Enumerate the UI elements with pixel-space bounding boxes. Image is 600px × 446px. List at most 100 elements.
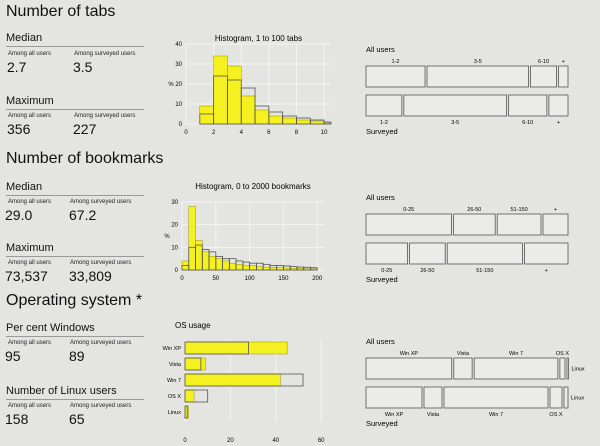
share-segment-label: Win 7 — [509, 351, 523, 357]
bar-all-users — [188, 206, 196, 271]
bar-all-users — [184, 405, 189, 419]
share-segment-label: 6-10 — [538, 59, 549, 65]
x-tick-label: 0 — [184, 130, 188, 136]
share-segment-all — [426, 65, 529, 88]
share-segment-all — [365, 357, 453, 380]
bar-all-users — [256, 266, 264, 271]
bar-surveyed — [323, 121, 332, 125]
share-segment-label: 3-5 — [474, 59, 482, 65]
os-windows-all-value: 95 — [5, 348, 21, 364]
bar-all-users — [227, 65, 242, 125]
section-title-bookmarks: Number of bookmarks — [6, 150, 164, 167]
share-bottom-label: Surveyed — [366, 127, 398, 136]
x-tick-label: 50 — [212, 276, 219, 282]
share-segment-surveyed — [365, 94, 403, 117]
bar-all-users — [254, 109, 270, 125]
bar-all-users — [202, 251, 210, 271]
os-linux-surv-value: 65 — [69, 411, 85, 427]
bar-all-users — [249, 265, 257, 271]
bar-all-users — [184, 373, 281, 387]
share-segment-label: OS X — [556, 351, 569, 357]
bar-all-users — [184, 341, 288, 355]
bar-surveyed — [310, 267, 318, 271]
x-tick-label: 0 — [180, 276, 184, 282]
share-segment-surveyed — [563, 386, 569, 409]
bar-all-users — [268, 115, 283, 125]
y-tick-label: 0 — [175, 268, 179, 274]
bar-all-users — [310, 120, 325, 125]
bookmarks-share-bars: All users 0-25 26-50 51-150 +0-25 26-50 51-150… — [365, 193, 569, 284]
bar-all-users — [208, 256, 217, 271]
bar-all-users — [215, 258, 223, 271]
x-tick-label: 150 — [278, 276, 289, 282]
bar-all-users — [199, 105, 214, 125]
x-tick-label: 20 — [227, 438, 234, 444]
category-label: OS X — [168, 394, 181, 400]
share-segment-all — [473, 357, 559, 380]
bar-all-users — [184, 389, 195, 403]
os-usage-chart: OS usage 0 20 40 60 Win XP Vista Win 7 OS X Linux — [163, 321, 326, 444]
tabs-max-heading: Maximum — [6, 95, 54, 107]
bar-surveyed — [184, 357, 202, 371]
os-linux-all-value: 158 — [5, 411, 29, 427]
share-segment-label: 26-50 — [420, 268, 434, 274]
x-tick-label: 6 — [267, 130, 271, 136]
tabs-share-bars: All users 1-2 3-5 6-10 +1-2 3-5 6-10 + Surveyed — [365, 45, 569, 136]
bar-all-users — [222, 260, 230, 271]
bar-surveyed — [184, 405, 188, 419]
share-top-label: All users — [366, 45, 395, 54]
share-segment-all — [453, 213, 496, 236]
share-top-label: All users — [366, 193, 395, 202]
share-segment-label: 0-25 — [403, 207, 414, 213]
bar-all-users — [229, 262, 237, 271]
bm-median-all-label: Among all users — [8, 199, 52, 205]
share-segment-label: + — [545, 268, 548, 274]
share-bottom-label: Surveyed — [366, 275, 398, 284]
x-tick-label: 10 — [321, 130, 328, 136]
os-linux-heading: Number of Linux users — [6, 385, 117, 397]
category-label: Linux — [168, 410, 181, 416]
share-segment-surveyed — [365, 242, 408, 265]
x-tick-label: 100 — [245, 276, 256, 282]
x-tick-label: 4 — [240, 130, 244, 136]
category-label: Win 7 — [167, 378, 181, 384]
y-tick-label: 30 — [175, 62, 182, 68]
bar-all-users — [296, 119, 311, 125]
bar-all-users — [184, 357, 206, 371]
y-axis-label: % — [168, 82, 174, 88]
y-tick-label: 30 — [171, 200, 178, 206]
tabs-median-surv-label: Among surveyed users — [74, 51, 136, 57]
y-tick-label: 20 — [175, 82, 182, 88]
x-tick-label: 2 — [212, 130, 216, 136]
share-segment-surveyed — [365, 386, 423, 409]
tabs-max-surv-value: 227 — [73, 121, 97, 137]
tabs-median-surv-value: 3.5 — [73, 59, 93, 75]
bm-max-surv-value: 33,809 — [69, 268, 112, 284]
bookmarks-histogram: Histogram, 0 to 2000 bookmarks 0 10 20 30 0 50… — [164, 182, 324, 282]
bm-median-heading: Median — [6, 181, 43, 193]
share-segment-all — [365, 213, 452, 236]
share-segment-surveyed — [423, 386, 443, 409]
y-axis-label: % — [164, 234, 170, 240]
share-segment-label: 51-150 — [476, 268, 493, 274]
share-segment-all — [365, 65, 426, 88]
x-tick-label: 40 — [272, 438, 279, 444]
bm-median-all-value: 29.0 — [5, 207, 33, 223]
tabs-median-all-value: 2.7 — [7, 59, 27, 75]
share-segment-label: 0-25 — [381, 268, 392, 274]
share-segment-label: 26-50 — [467, 207, 481, 213]
share-bottom-label: Surveyed — [366, 419, 398, 428]
share-segment-surveyed — [446, 242, 523, 265]
bm-max-surv-label: Among surveyed users — [70, 260, 132, 266]
category-label: Vista — [169, 362, 182, 368]
tabs-median-all-label: Among all users — [8, 51, 52, 57]
y-tick-label: 20 — [171, 223, 178, 229]
share-segment-label: Win 7 — [489, 412, 503, 418]
share-segment-surveyed — [548, 94, 569, 117]
tabs-max-all-label: Among all users — [8, 113, 52, 119]
chart-title: OS usage — [175, 321, 211, 330]
y-tick-label: 10 — [171, 245, 178, 251]
share-segment-label: + — [557, 120, 560, 126]
y-tick-label: 10 — [175, 102, 182, 108]
x-tick-label: 8 — [295, 130, 299, 136]
